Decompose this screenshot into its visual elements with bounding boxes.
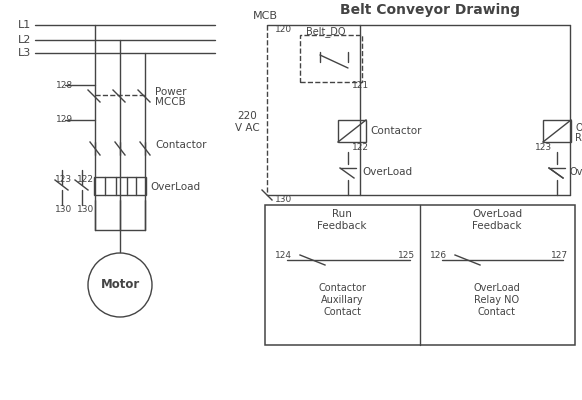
- Text: 125: 125: [398, 250, 415, 260]
- Text: Run
Feedback: Run Feedback: [317, 209, 367, 231]
- Text: 129: 129: [56, 116, 73, 124]
- Text: 130: 130: [55, 206, 72, 214]
- Text: OverLoad: OverLoad: [570, 167, 582, 177]
- Text: 130: 130: [77, 206, 94, 214]
- Text: Motor: Motor: [100, 278, 140, 292]
- Text: 220
V AC: 220 V AC: [235, 111, 260, 133]
- Bar: [300, 35, 362, 82]
- Text: Contactor: Contactor: [155, 140, 207, 150]
- Bar: [265, 205, 575, 345]
- Text: 121: 121: [352, 80, 369, 90]
- Text: 124: 124: [275, 250, 292, 260]
- Text: OverLoad: OverLoad: [150, 182, 200, 192]
- Text: Relay: Relay: [575, 133, 582, 143]
- Text: Contactor
Auxillary
Contact: Contactor Auxillary Contact: [318, 283, 366, 317]
- Bar: [338, 120, 366, 142]
- Text: 123: 123: [535, 144, 552, 152]
- Text: Power: Power: [155, 87, 186, 97]
- Text: 128: 128: [56, 80, 73, 90]
- Text: L2: L2: [18, 35, 31, 45]
- Bar: [94, 177, 146, 195]
- Text: 126: 126: [430, 250, 447, 260]
- Text: OverLoad
Feedback: OverLoad Feedback: [472, 209, 522, 231]
- Text: OverLoad: OverLoad: [575, 123, 582, 133]
- Text: MCB: MCB: [253, 11, 278, 21]
- Text: 122: 122: [77, 176, 94, 184]
- Text: OverLoad
Relay NO
Contact: OverLoad Relay NO Contact: [474, 283, 520, 317]
- Text: 120: 120: [275, 26, 292, 34]
- Text: MCCB: MCCB: [155, 97, 186, 107]
- Text: L3: L3: [18, 48, 31, 58]
- Text: Contactor: Contactor: [370, 126, 421, 136]
- Text: 122: 122: [352, 144, 369, 152]
- Text: Belt_DO: Belt_DO: [306, 26, 346, 38]
- Text: OverLoad: OverLoad: [362, 167, 412, 177]
- Text: 130: 130: [275, 194, 292, 204]
- Text: 123: 123: [55, 176, 72, 184]
- Bar: [543, 120, 571, 142]
- Text: Belt Conveyor Drawing: Belt Conveyor Drawing: [340, 3, 520, 17]
- Text: L1: L1: [18, 20, 31, 30]
- Text: 127: 127: [551, 250, 568, 260]
